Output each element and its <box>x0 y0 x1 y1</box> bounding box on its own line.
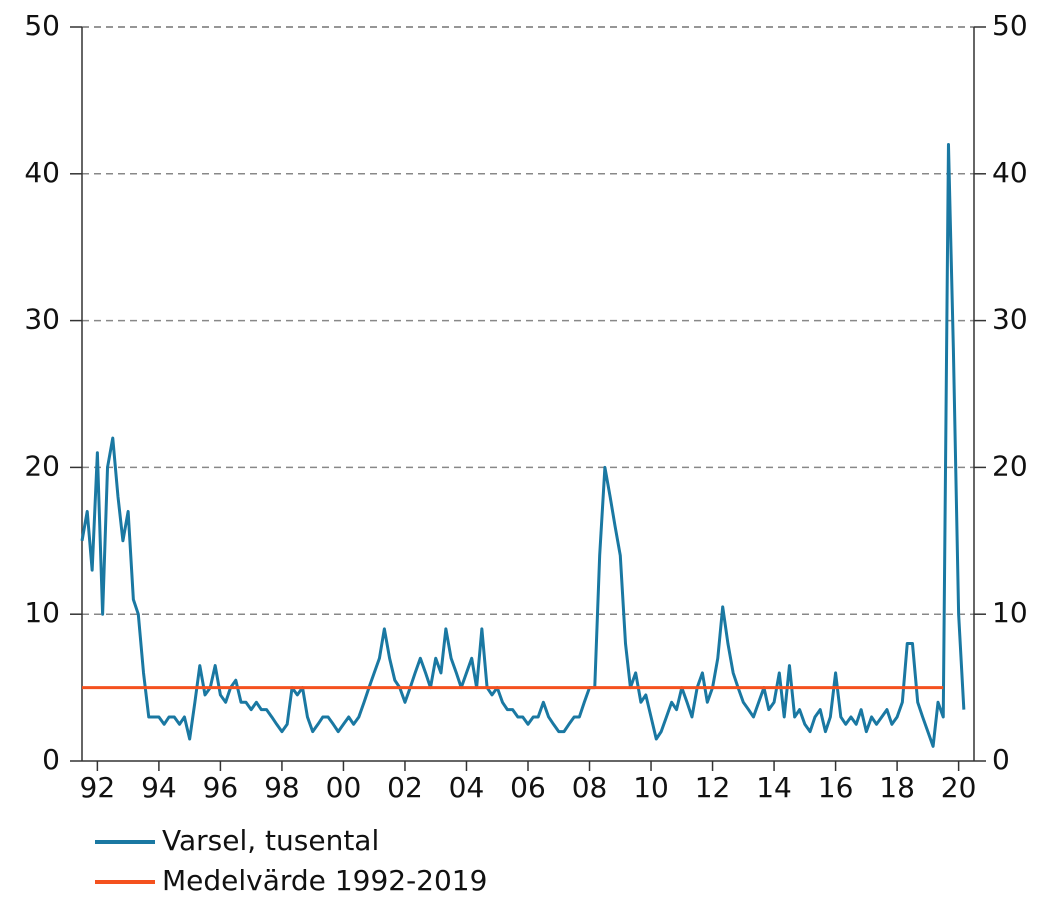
x-tick-label: 18 <box>879 771 915 804</box>
y2-tick-label: 20 <box>992 449 1028 482</box>
x-tick-label: 94 <box>141 771 177 804</box>
x-tick-label: 10 <box>633 771 669 804</box>
y-tick-label: 10 <box>24 596 60 629</box>
x-tick-label: 92 <box>80 771 116 804</box>
x-tick-label: 04 <box>449 771 485 804</box>
data-line <box>80 142 966 748</box>
x-tick-label: 02 <box>387 771 423 804</box>
y2-tick-label: 0 <box>992 743 1010 776</box>
y2-tick-label: 40 <box>992 156 1028 189</box>
x-tick-label: 06 <box>510 771 546 804</box>
y-tick-label: 20 <box>24 449 60 482</box>
legend-label: Medelvärde 1992-2019 <box>162 864 487 897</box>
y-tick-label: 50 <box>24 9 60 42</box>
legend-label: Varsel, tusental <box>162 824 379 857</box>
x-tick-label: 16 <box>818 771 854 804</box>
y2-tick-label: 50 <box>992 9 1028 42</box>
x-tick-label: 12 <box>695 771 731 804</box>
y-tick-label: 30 <box>24 303 60 336</box>
x-tick-label: 96 <box>203 771 239 804</box>
y-tick-label: 40 <box>24 156 60 189</box>
y2-tick-label: 30 <box>992 303 1028 336</box>
x-tick-label: 08 <box>572 771 608 804</box>
y2-tick-label: 10 <box>992 596 1028 629</box>
y-tick-label: 0 <box>42 743 60 776</box>
x-tick-label: 20 <box>941 771 977 804</box>
x-tick-label: 00 <box>326 771 362 804</box>
x-tick-label: 14 <box>756 771 792 804</box>
x-tick-label: 98 <box>264 771 300 804</box>
